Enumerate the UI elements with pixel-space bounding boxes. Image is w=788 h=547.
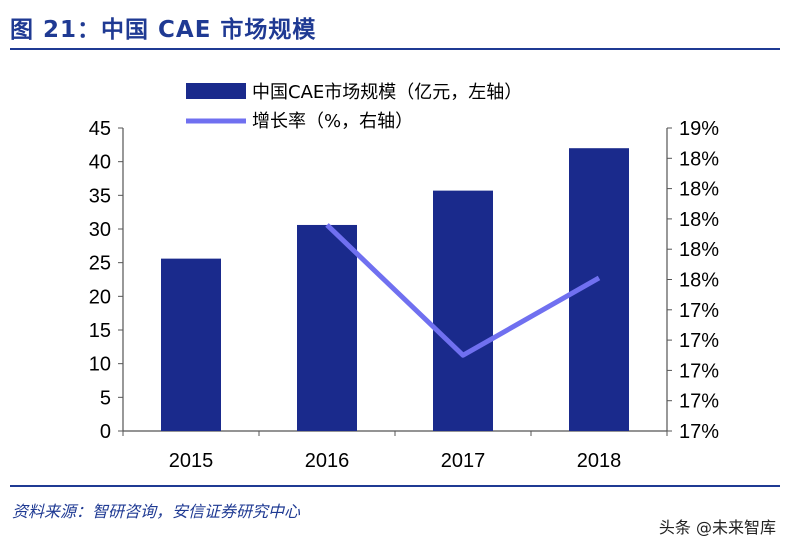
- right-tick-label: 18%: [679, 209, 719, 231]
- right-tick-label: 17%: [679, 360, 719, 382]
- source-note: 资料来源：智研咨询，安信证券研究中心: [12, 502, 301, 521]
- right-tick-label: 17%: [679, 421, 719, 443]
- left-tick-label: 20: [89, 286, 111, 308]
- right-tick-label: 18%: [679, 239, 719, 261]
- right-tick-label: 17%: [679, 300, 719, 322]
- left-tick-label: 35: [89, 185, 111, 207]
- bar-2017: [433, 190, 493, 431]
- title-rule: [10, 48, 780, 50]
- right-tick-label: 17%: [679, 330, 719, 352]
- right-tick-label: 18%: [679, 270, 719, 292]
- legend-swatch-bar: [186, 83, 246, 99]
- left-tick-label: 45: [89, 118, 111, 140]
- x-tick-label: 2017: [441, 450, 486, 472]
- right-tick-label: 18%: [679, 148, 719, 170]
- watermark: 头条 @未来智库: [658, 518, 776, 537]
- legend-label-bar: 中国CAE市场规模（亿元，左轴）: [252, 82, 522, 103]
- left-tick-label: 0: [100, 421, 111, 443]
- x-tick-label: 2016: [305, 450, 350, 472]
- left-tick-label: 30: [89, 219, 111, 241]
- left-tick-label: 5: [100, 387, 111, 409]
- bar-2015: [161, 258, 221, 431]
- left-tick-label: 10: [89, 354, 111, 376]
- x-tick-label: 2015: [169, 450, 214, 472]
- chart: 0 5 10 15 20 25 30 35 40 45 17% 17% 17% 17% 17% 18% 18% 1…: [89, 82, 719, 472]
- right-tick-label: 18%: [679, 179, 719, 201]
- right-tick-label: 17%: [679, 391, 719, 413]
- left-tick-label: 15: [89, 320, 111, 342]
- bar-2016: [297, 224, 357, 431]
- legend-label-line: 增长率（%，右轴）: [252, 111, 413, 132]
- figure-title: 图 21：中国 CAE 市场规模: [10, 17, 317, 43]
- left-tick-label: 40: [89, 152, 111, 174]
- left-tick-label: 25: [89, 253, 111, 275]
- x-tick-label: 2018: [577, 450, 622, 472]
- growth-rate-line: [325, 223, 601, 358]
- source-rule: [10, 485, 780, 487]
- right-tick-label: 19%: [679, 118, 719, 140]
